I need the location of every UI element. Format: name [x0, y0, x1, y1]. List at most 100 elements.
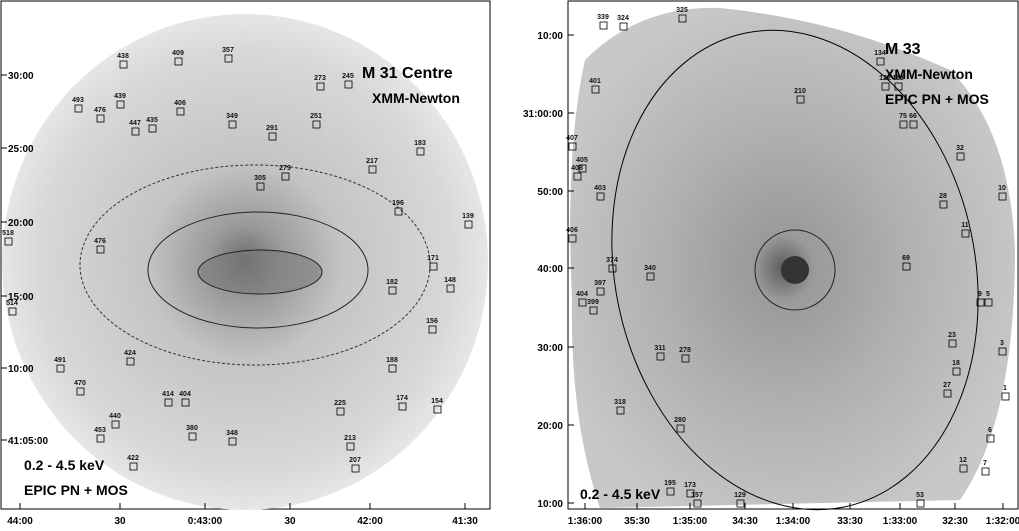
source-box	[998, 347, 1007, 356]
y-tick-label: 10:00	[8, 364, 34, 375]
source-box	[568, 142, 577, 151]
source-box	[608, 264, 617, 273]
source-box	[876, 57, 885, 66]
y-tick-label: 10:00	[537, 31, 563, 42]
source-box	[464, 220, 473, 229]
source-box	[96, 114, 105, 123]
y-tick-label: 15:00	[8, 292, 34, 303]
source-box	[796, 95, 805, 104]
source-box	[596, 287, 605, 296]
source-label: 291	[266, 125, 278, 132]
source-box	[181, 398, 190, 407]
source-label: 129	[734, 492, 746, 499]
source-box	[446, 284, 455, 293]
source-box	[619, 22, 628, 31]
source-box	[943, 389, 952, 398]
source-label: 348	[226, 430, 238, 437]
source-label: 213	[344, 435, 356, 442]
source-box	[281, 172, 290, 181]
x-tick-label: 0:43:00	[188, 516, 223, 527]
source-label: 435	[146, 117, 158, 124]
nucleus	[781, 256, 809, 284]
x-tick-label: 1:33:00	[883, 516, 918, 527]
source-label: 491	[54, 357, 66, 364]
detector: EPIC PN + MOS	[885, 91, 989, 107]
x-tick-label: 30	[114, 516, 126, 527]
source-label: 311	[654, 345, 665, 352]
source-box	[681, 354, 690, 363]
source-label: 476	[94, 107, 106, 114]
source-label: 340	[644, 265, 656, 272]
source-label: 404	[179, 391, 191, 398]
source-label: 397	[594, 280, 606, 287]
source-box	[131, 127, 140, 136]
source-box	[388, 364, 397, 373]
y-tick-label: 20:00	[8, 218, 34, 229]
source-label: 182	[386, 279, 398, 286]
source-box	[596, 192, 605, 201]
source-label: 32	[956, 145, 964, 152]
x-tick-label: 1:36:00	[568, 516, 603, 527]
source-box	[228, 120, 237, 129]
source-label: 5	[986, 291, 990, 298]
source-box	[416, 147, 425, 156]
source-box	[394, 207, 403, 216]
energy-band: 0.2 - 4.5 keV	[580, 486, 661, 502]
panel-title: M 33	[885, 41, 921, 58]
source-box	[429, 262, 438, 271]
source-label: 447	[129, 120, 141, 127]
y-tick-label: 20:00	[537, 421, 563, 432]
source-label: 217	[366, 158, 378, 165]
source-label: 453	[94, 427, 106, 434]
y-tick-label: 41:05:00	[8, 436, 48, 447]
source-label: 374	[606, 257, 618, 264]
source-label: 324	[617, 15, 629, 22]
source-label: 66	[909, 113, 917, 120]
source-box	[119, 60, 128, 69]
energy-band: 0.2 - 4.5 keV	[24, 457, 105, 473]
source-label: 407	[566, 135, 578, 142]
source-label: 6	[988, 427, 992, 434]
source-box	[111, 420, 120, 429]
source-label: 380	[186, 425, 198, 432]
source-box	[961, 229, 970, 238]
instrument: XMM-Newton	[372, 90, 460, 106]
x-tick-label: 1:34:00	[776, 516, 811, 527]
y-tick-label: 30:00	[8, 71, 34, 82]
source-label: 403	[594, 185, 606, 192]
source-box	[573, 172, 582, 181]
source-box	[578, 164, 587, 173]
source-box	[568, 234, 577, 243]
source-label: 195	[664, 480, 676, 487]
source-label: 414	[162, 391, 174, 398]
source-box	[126, 357, 135, 366]
source-label: 210	[794, 88, 806, 95]
source-box	[686, 489, 695, 498]
source-label: 273	[314, 75, 326, 82]
y-tick-label: 10:00	[537, 499, 563, 510]
source-box	[646, 272, 655, 281]
source-label: 357	[222, 47, 234, 54]
source-box	[316, 82, 325, 91]
source-box	[591, 85, 600, 94]
source-box	[176, 107, 185, 116]
source-label: 305	[254, 175, 266, 182]
x-tick-label: 44:00	[7, 516, 33, 527]
source-label: 278	[679, 347, 691, 354]
source-label: 157	[691, 492, 703, 499]
source-label: 439	[114, 93, 126, 100]
source-label: 18	[952, 360, 960, 367]
source-label: 148	[444, 277, 456, 284]
source-label: 75	[899, 113, 907, 120]
x-tick-label: 41:30	[452, 516, 478, 527]
source-box	[693, 499, 702, 508]
source-label: 406	[174, 100, 186, 107]
source-label: 188	[386, 357, 398, 364]
source-label: 7	[983, 460, 987, 467]
source-label: 493	[72, 97, 84, 104]
source-box	[433, 405, 442, 414]
x-tick-label: 30	[284, 516, 296, 527]
source-box	[984, 298, 993, 307]
x-tick-label: 1:35:00	[673, 516, 708, 527]
